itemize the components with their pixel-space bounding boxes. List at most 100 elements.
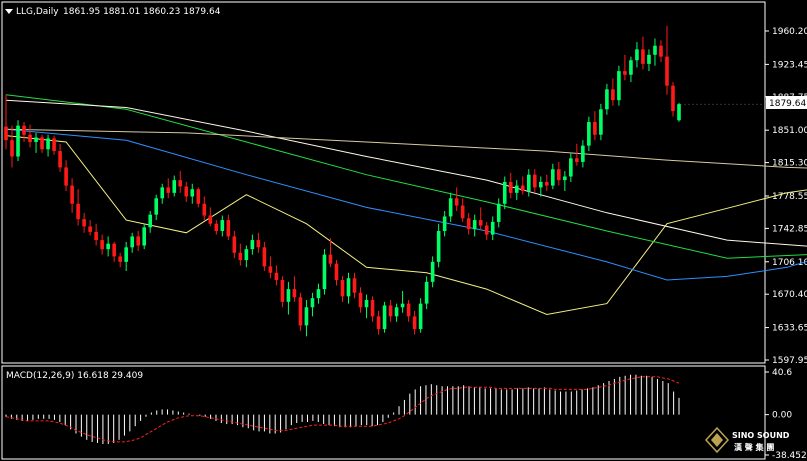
candle — [298, 292, 303, 331]
candle — [623, 54, 627, 81]
triangle-down-icon[interactable] — [5, 9, 13, 14]
main-plot-frame — [1, 1, 766, 364]
candle — [370, 296, 375, 322]
candle-body — [76, 203, 80, 220]
candle-body — [514, 185, 519, 193]
macd-header: MACD(12,26,9) 16.618 29.409 — [6, 371, 143, 381]
candle-body — [406, 303, 411, 317]
candle-body — [292, 289, 297, 298]
candle — [635, 42, 639, 68]
y-tick-label: 1923.45 — [772, 60, 807, 70]
candle-body — [22, 125, 26, 135]
price-chart[interactable]: 1960.201923.451887.751851.001815.301778.… — [4, 25, 807, 366]
y-tick-label: 1960.20 — [772, 27, 807, 37]
candle — [142, 223, 147, 250]
candle-body — [178, 180, 183, 187]
candle-body — [226, 220, 231, 237]
candle — [304, 300, 309, 337]
candle — [611, 78, 615, 106]
candle — [46, 134, 50, 157]
candle — [605, 83, 609, 115]
candle-body — [94, 231, 98, 241]
candle-body — [659, 45, 663, 57]
candle — [148, 211, 153, 233]
candle-body — [460, 205, 465, 219]
candle-body — [538, 181, 543, 188]
candle-body — [412, 316, 417, 330]
candle — [124, 241, 128, 271]
candle-body — [623, 71, 627, 75]
candle — [328, 238, 333, 268]
moving-average-line — [5, 128, 807, 281]
candle — [418, 298, 423, 333]
watermark-text: SINO SOUND — [732, 431, 790, 440]
candle — [118, 252, 122, 268]
candle-body — [496, 203, 501, 222]
candle-body — [508, 181, 513, 193]
candle-body — [376, 316, 381, 330]
candle-body — [88, 226, 92, 232]
candle-body — [340, 280, 345, 297]
candle — [28, 124, 32, 148]
candle-body — [382, 305, 387, 330]
candle — [671, 82, 675, 117]
candle — [82, 212, 86, 233]
candle — [352, 272, 357, 299]
candle-body — [394, 307, 399, 317]
candle — [508, 172, 513, 199]
candle-body — [160, 187, 165, 199]
candle — [484, 221, 489, 241]
candle — [647, 49, 651, 72]
candle-body — [112, 243, 116, 257]
candle — [34, 132, 38, 153]
candle — [214, 220, 219, 235]
candle — [166, 178, 171, 199]
candle — [346, 272, 351, 304]
candle-body — [532, 174, 537, 188]
candle — [526, 169, 531, 197]
candle-body — [364, 300, 369, 308]
candle — [581, 140, 585, 168]
macd-y-tick-label: -38.452 — [772, 451, 807, 461]
candle-body — [106, 243, 110, 250]
candle-body — [400, 303, 405, 308]
candle-body — [238, 252, 243, 261]
candle — [490, 216, 495, 241]
candle-body — [665, 56, 669, 86]
candle — [599, 103, 603, 141]
candle — [310, 292, 315, 317]
macd-chart[interactable]: 40.6 0.00 -38.452 — [5, 368, 807, 461]
candle — [94, 223, 98, 246]
candle-body — [557, 169, 561, 181]
candle-body — [334, 263, 339, 281]
candle — [593, 111, 597, 141]
y-tick-label: 1851.00 — [772, 126, 807, 136]
candle — [575, 143, 579, 166]
y-tick-label: 1597.95 — [772, 356, 807, 366]
candle — [340, 276, 345, 302]
candle — [617, 65, 621, 106]
candle-body — [16, 125, 20, 157]
chart-header: LLG,Daily 1861.95 1881.01 1860.23 1879.6… — [5, 7, 221, 17]
candle-body — [64, 167, 68, 186]
candle-body — [262, 247, 267, 267]
candle — [322, 249, 327, 295]
candle-body — [635, 49, 639, 61]
candle-body — [370, 300, 375, 317]
candle — [454, 187, 459, 212]
candle-body — [130, 236, 134, 248]
candle — [112, 241, 116, 262]
candle-body — [605, 89, 609, 110]
candle — [268, 256, 273, 279]
candle-body — [316, 289, 321, 299]
candle-body — [454, 198, 459, 206]
candle — [4, 94, 8, 150]
candle-body — [484, 225, 489, 235]
candle — [106, 236, 110, 257]
y-tick-label: 1633.65 — [772, 324, 807, 334]
candle-body — [208, 215, 213, 224]
candle — [100, 234, 104, 255]
candle — [226, 214, 231, 241]
sino-sound-logo-icon — [704, 426, 730, 454]
candle-body — [196, 189, 201, 204]
